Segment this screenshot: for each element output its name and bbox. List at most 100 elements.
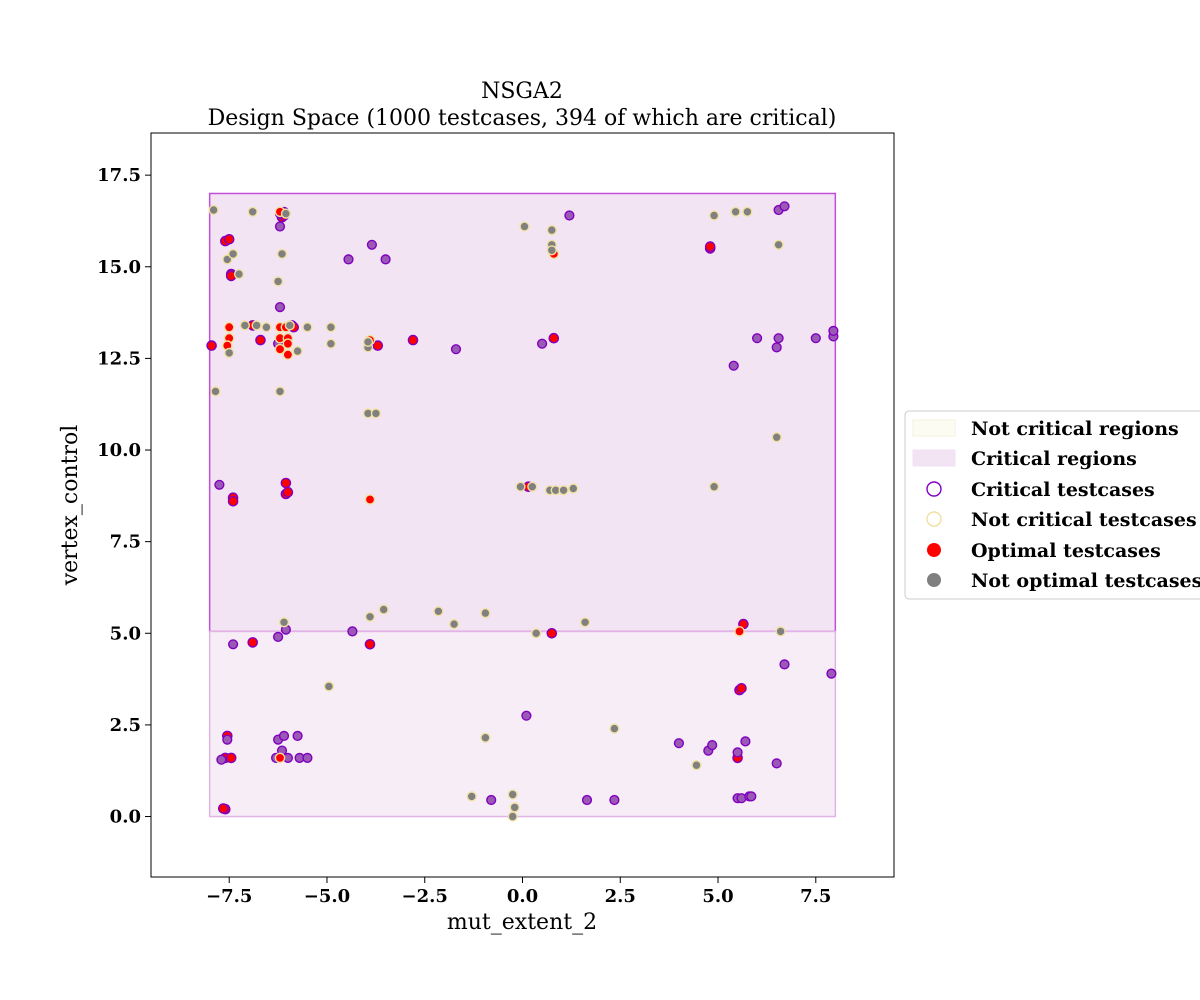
- legend-marker-not-critical-testcases: [926, 511, 942, 527]
- point-critical-optimal: [255, 334, 266, 346]
- point-not-critical-not-optimal: [568, 483, 579, 494]
- regions-layer: [208, 192, 837, 818]
- point-not-critical-optimal: [274, 343, 286, 355]
- point-not-critical-not-optimal: [278, 617, 290, 628]
- x-tick-label: −7.5: [206, 886, 252, 907]
- point-critical-optimal: [548, 332, 560, 344]
- point-not-critical-not-optimal: [609, 723, 620, 734]
- point-not-critical-not-optimal: [507, 811, 518, 822]
- point-not-critical-not-optimal: [449, 618, 460, 630]
- point-critical-not-optimal: [366, 239, 378, 250]
- legend-label-not-critical-testcases: Not critical testcases: [971, 509, 1197, 531]
- point-critical-not-optimal: [771, 342, 782, 353]
- point-critical-not-optimal: [380, 254, 391, 265]
- point-not-critical-not-optimal: [579, 617, 591, 628]
- legend-frame: [904, 410, 1200, 600]
- point-not-critical-not-optimal: [239, 320, 251, 331]
- point-critical-not-optimal: [450, 344, 462, 355]
- point-critical-not-optimal: [536, 338, 548, 349]
- point-not-critical-not-optimal: [708, 210, 720, 221]
- point-not-critical-not-optimal: [370, 408, 382, 419]
- point-critical-optimal: [407, 334, 419, 346]
- point-not-critical-not-optimal: [509, 802, 520, 813]
- point-critical-not-optimal: [347, 626, 358, 637]
- y-axis-label: vertex_control: [58, 425, 83, 587]
- point-critical-optimal: [227, 495, 239, 507]
- y-tick-label: 5.0: [110, 623, 141, 644]
- y-tick-label: 10.0: [97, 440, 141, 461]
- point-critical-not-optimal: [564, 210, 575, 221]
- legend-swatch-not-critical-regions: [912, 419, 956, 437]
- y-axis-ticks: 0.0 2.5 5.0 7.5 10.0 12.5 15.0 17.5: [97, 165, 151, 828]
- point-not-critical-not-optimal: [507, 789, 518, 800]
- legend: Not critical regions Critical regions Crit…: [904, 410, 1200, 600]
- point-not-critical-not-optimal: [280, 208, 292, 219]
- point-not-critical-not-optimal: [362, 336, 374, 348]
- point-not-critical-not-optimal: [773, 239, 784, 250]
- point-critical-not-optimal: [581, 794, 593, 806]
- y-tick-label: 7.5: [110, 532, 141, 553]
- point-critical-optimal: [282, 486, 294, 498]
- point-critical-not-optimal: [673, 738, 685, 749]
- point-not-critical-not-optimal: [708, 481, 720, 492]
- point-not-critical-not-optimal: [519, 221, 530, 232]
- point-not-critical-not-optimal: [273, 276, 284, 287]
- point-not-critical-not-optimal: [466, 791, 477, 802]
- point-not-critical-not-optimal: [247, 206, 258, 217]
- legend-marker-critical-testcases: [926, 481, 942, 497]
- point-not-critical-not-optimal: [276, 248, 288, 260]
- point-not-critical-not-optimal: [325, 322, 337, 333]
- point-not-critical-not-optimal: [228, 248, 239, 260]
- point-not-critical-not-optimal: [325, 338, 337, 349]
- point-critical-not-optimal: [214, 479, 225, 490]
- point-not-critical-not-optimal: [691, 760, 702, 771]
- point-critical-not-optimal: [707, 739, 718, 751]
- x-tick-label: 2.5: [605, 886, 636, 907]
- point-critical-not-optimal: [486, 794, 497, 806]
- x-tick-label: −2.5: [402, 886, 448, 907]
- point-critical-not-optimal: [273, 631, 284, 643]
- point-not-critical-optimal: [734, 626, 745, 637]
- point-not-critical-not-optimal: [210, 386, 221, 397]
- point-not-critical-not-optimal: [480, 732, 491, 743]
- y-tick-label: 17.5: [97, 165, 141, 186]
- point-critical-optimal: [223, 233, 235, 245]
- point-critical-not-optimal: [222, 734, 233, 745]
- point-critical-not-optimal: [728, 360, 739, 371]
- x-tick-label: 7.5: [800, 886, 831, 907]
- legend-label-critical-testcases: Critical testcases: [971, 479, 1155, 501]
- point-not-critical-optimal: [223, 321, 235, 333]
- point-not-critical-not-optimal: [251, 320, 262, 331]
- point-critical-not-optimal: [274, 302, 286, 313]
- point-critical-not-optimal: [810, 333, 821, 344]
- point-not-critical-not-optimal: [433, 606, 444, 617]
- point-critical-optimal: [704, 241, 716, 252]
- point-critical-not-optimal: [828, 325, 839, 337]
- point-not-critical-not-optimal: [224, 347, 235, 359]
- x-tick-label: 0.0: [507, 886, 538, 907]
- point-critical-optimal: [280, 477, 292, 489]
- point-critical-not-optimal: [746, 791, 757, 802]
- point-critical-optimal: [546, 628, 558, 639]
- point-critical-not-optimal: [278, 730, 290, 742]
- region-critical-lower: [208, 630, 837, 818]
- point-critical-not-optimal: [779, 659, 790, 670]
- point-not-critical-not-optimal: [208, 204, 219, 216]
- legend-label-critical-regions: Critical regions: [971, 448, 1137, 470]
- y-tick-label: 0.0: [110, 807, 141, 828]
- legend-swatch-critical-regions: [912, 449, 956, 467]
- point-critical-not-optimal: [732, 747, 743, 758]
- point-not-critical-not-optimal: [302, 322, 313, 333]
- point-not-critical-optimal: [282, 349, 294, 361]
- point-critical-not-optimal: [609, 794, 620, 806]
- point-not-critical-not-optimal: [515, 481, 526, 492]
- point-critical-not-optimal: [771, 758, 782, 769]
- x-tick-label: 5.0: [702, 886, 733, 907]
- chart-title-line-2: Design Space (1000 testcases, 394 of whi…: [208, 106, 837, 131]
- point-not-critical-not-optimal: [274, 386, 286, 397]
- point-critical-not-optimal: [343, 254, 354, 265]
- point-not-critical-not-optimal: [480, 607, 491, 619]
- point-critical-not-optimal: [292, 730, 303, 742]
- point-critical-not-optimal: [521, 710, 532, 721]
